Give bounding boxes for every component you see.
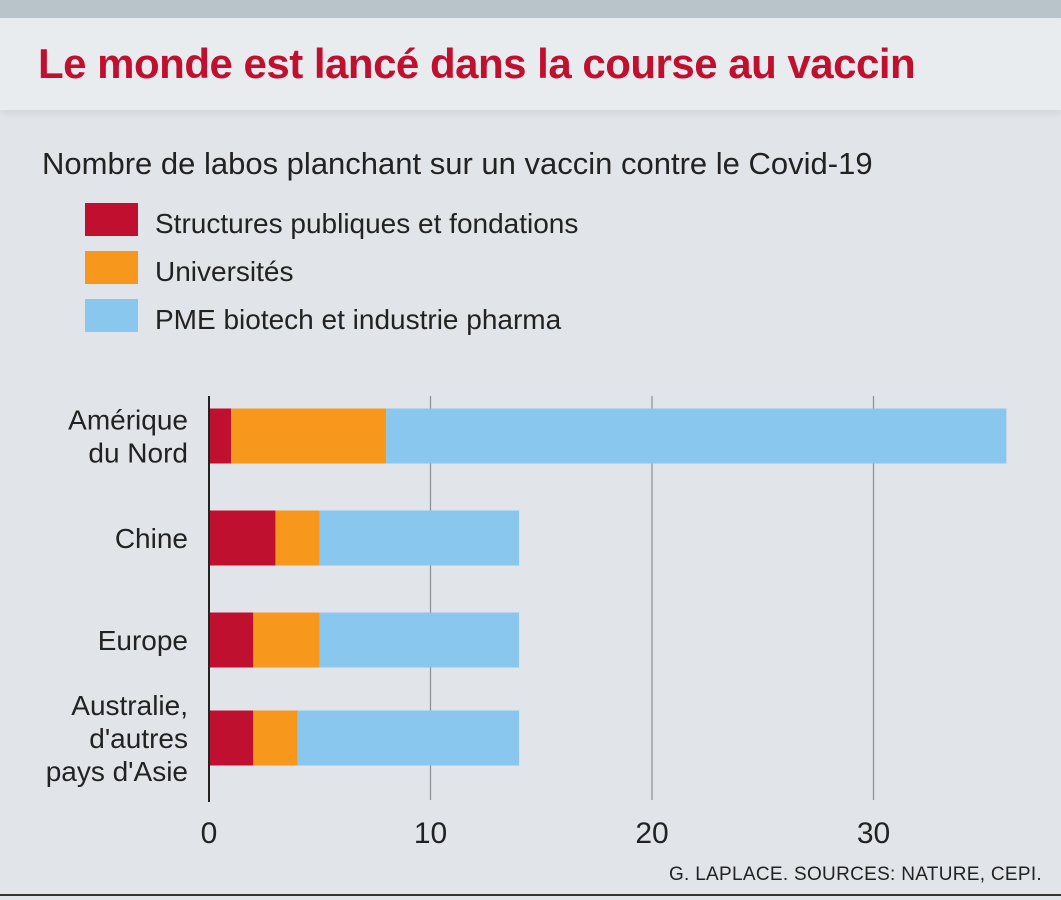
legend-swatch-public bbox=[85, 203, 138, 236]
bar-segment bbox=[297, 710, 520, 766]
bar-segment bbox=[209, 612, 254, 668]
legend-label-public: Structures publiques et fondations bbox=[155, 208, 579, 239]
category-label: d'autres bbox=[89, 723, 188, 754]
source-label: G. LAPLACE. SOURCES: NATURE, CEPI. bbox=[669, 864, 1042, 885]
title-band: Le monde est lancé dans la course au vac… bbox=[0, 18, 1061, 110]
top-strip bbox=[0, 0, 1061, 18]
legend-swatch-pharma bbox=[85, 299, 138, 332]
bar-segment bbox=[231, 408, 387, 464]
legend-label-pharma: PME biotech et industrie pharma bbox=[155, 304, 562, 335]
bar-segment bbox=[209, 408, 232, 464]
x-tick-label: 10 bbox=[414, 817, 447, 850]
bar-segment bbox=[275, 510, 320, 566]
x-tick-label: 30 bbox=[857, 817, 890, 850]
category-label: pays d'Asie bbox=[46, 756, 188, 787]
category-label: du Nord bbox=[88, 438, 188, 469]
bottom-rule bbox=[0, 894, 1061, 896]
x-tick-label: 0 bbox=[201, 817, 218, 850]
bar-segment bbox=[386, 408, 1007, 464]
legend-swatch-universities bbox=[85, 251, 138, 284]
legend-label-universities: Universités bbox=[155, 256, 294, 287]
bar-segment bbox=[209, 710, 254, 766]
category-label: Australie, bbox=[71, 690, 188, 721]
category-label: Europe bbox=[98, 625, 188, 656]
bar-segment bbox=[253, 710, 298, 766]
bar-segment bbox=[319, 612, 520, 668]
bar-segment bbox=[253, 612, 320, 668]
bar-segment bbox=[209, 510, 276, 566]
chart-subtitle: Nombre de labos planchant sur un vaccin … bbox=[42, 146, 873, 181]
category-label: Chine bbox=[115, 523, 188, 554]
category-label: Amérique bbox=[68, 405, 188, 436]
x-tick-label: 20 bbox=[635, 817, 668, 850]
page-title: Le monde est lancé dans la course au vac… bbox=[38, 40, 916, 87]
bar-segment bbox=[319, 510, 520, 566]
